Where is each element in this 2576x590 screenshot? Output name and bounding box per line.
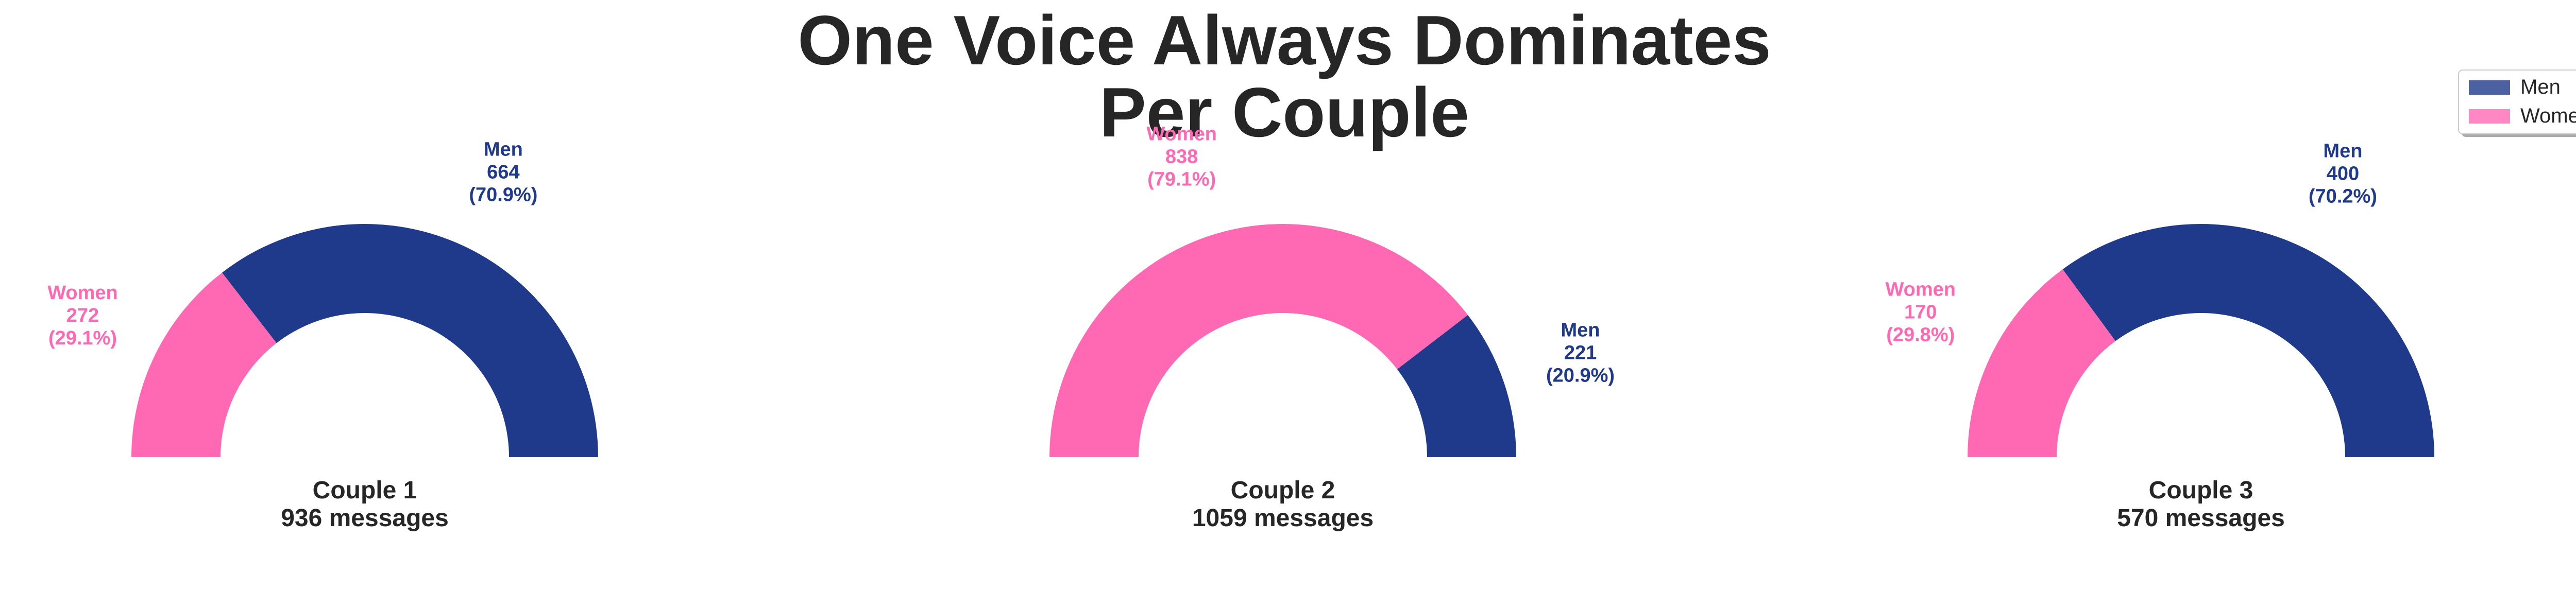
legend-swatch-women [2469,109,2510,124]
legend: Men Women [2458,70,2576,137]
gauge-1-slice-women [131,272,277,457]
gauge-3-slice-women [1968,269,2116,457]
legend-label-men: Men [2520,76,2561,98]
gauge-1-caption: Couple 1 936 messages [281,477,449,532]
gauge-1: Women 272 (29.1%) Men 664 (70.9%) Couple 1 936 … [47,138,598,532]
gauge-1-label-women: Women 272 (29.1%) [47,282,118,349]
gauge-3-label-men: Men 400 (70.2%) [2309,141,2377,207]
gauge-2-label-women: Women 838 (79.1%) [1146,123,1217,190]
legend-swatch-men [2469,80,2510,95]
chart-title: One Voice Always Dominates Per Couple [798,1,1771,151]
gauge-3-slice-men [2062,224,2434,457]
gauge-1-slice-men [222,223,598,457]
gauge-3: Women 170 (29.8%) Men 400 (70.2%) Couple 3 570 … [1885,141,2434,532]
gauge-2-slice-women [1049,224,1468,457]
gauge-2-caption: Couple 2 1059 messages [1192,477,1374,532]
gauge-2: Women 838 (79.1%) Men 221 (20.9%) Couple 2 1059… [1049,123,1615,532]
gauge-2-slice-men [1397,315,1516,457]
legend-label-women: Women [2520,105,2576,127]
gauge-3-caption: Couple 3 570 messages [2117,477,2285,532]
chart-title-text: One Voice Always Dominates Per Couple [798,1,1771,151]
gauge-1-label-men: Men 664 (70.9%) [469,138,537,205]
gauge-charts: Women 272 (29.1%) Men 664 (70.9%) Couple 1 936 … [47,123,2434,532]
gauge-2-label-men: Men 221 (20.9%) [1546,320,1615,387]
gauge-3-label-women: Women 170 (29.8%) [1885,279,1956,346]
